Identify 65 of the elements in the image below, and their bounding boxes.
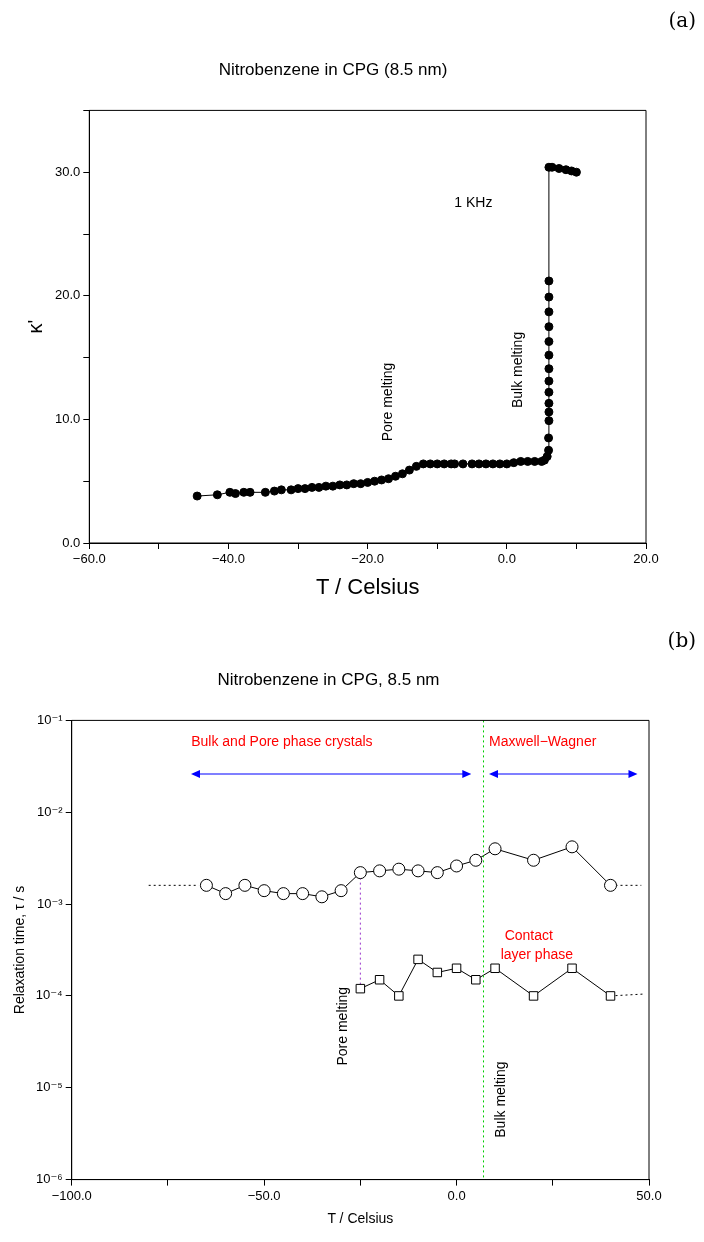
point <box>334 884 348 898</box>
point <box>604 878 618 892</box>
point <box>199 878 213 892</box>
point <box>296 887 310 901</box>
ref-line-label: Bulk melting <box>492 1061 509 1138</box>
point <box>374 975 385 985</box>
point <box>605 991 616 1001</box>
point <box>490 963 500 974</box>
point <box>450 859 464 873</box>
point <box>353 866 367 880</box>
y-tick-label: 10⁻⁵ <box>35 1079 63 1095</box>
point <box>488 842 502 856</box>
point <box>528 991 539 1001</box>
point <box>527 853 541 867</box>
y-axis-title: κ' <box>23 319 46 334</box>
point <box>430 866 444 880</box>
point <box>257 884 271 898</box>
annotation: Pore melting <box>333 986 350 1066</box>
chart-title: Nitrobenzene in CPG (8.5 nm) <box>218 59 448 79</box>
point <box>276 887 290 901</box>
annotation: Maxwell−Wagner <box>489 732 597 749</box>
y-tick-label: 30.0 <box>54 163 81 179</box>
y-tick-label: 10⁻¹ <box>37 711 64 727</box>
point <box>394 991 404 1001</box>
point <box>315 890 329 904</box>
point <box>219 887 233 901</box>
point <box>392 862 406 876</box>
annotation: Pore melting <box>379 362 396 442</box>
annotation: 1 KHz <box>454 193 493 210</box>
y-tick-label: 10.0 <box>54 410 81 426</box>
y-tick-label: 20.0 <box>54 287 81 303</box>
point <box>567 963 577 974</box>
text: (b) <box>667 628 696 653</box>
point <box>413 954 423 965</box>
x-tick-label: −60.0 <box>72 551 106 567</box>
point <box>411 864 425 878</box>
annotation: Bulk and Pore phase crystals <box>191 732 373 749</box>
x-tick-label: −100.0 <box>51 1187 92 1203</box>
point <box>451 963 462 974</box>
x-tick-label: 20.0 <box>633 551 659 567</box>
y-tick-label: 10⁻² <box>37 803 64 819</box>
x-axis-title: T / Celsius <box>315 573 420 599</box>
y-tick-label: 10⁻³ <box>37 895 64 911</box>
point <box>238 878 252 892</box>
point <box>355 983 366 994</box>
x-tick-label: −20.0 <box>351 551 385 567</box>
y-tick-label: 10⁻⁴ <box>35 987 63 1003</box>
point <box>469 853 483 867</box>
y-tick-label: 0.0 <box>62 534 81 550</box>
x-tick-label: 0.0 <box>447 1187 466 1203</box>
chart-title: Nitrobenzene in CPG, 8.5 nm <box>217 669 440 689</box>
annotation: Bulk melting <box>509 331 526 409</box>
x-tick-label: −50.0 <box>247 1187 281 1203</box>
point <box>373 864 387 878</box>
x-tick-label: −40.0 <box>212 551 245 567</box>
point <box>432 967 443 978</box>
x-tick-label: 0.0 <box>497 551 516 567</box>
y-tick-label: 10⁻⁶ <box>36 1171 63 1187</box>
x-axis-title: T / Celsius <box>327 1210 394 1227</box>
text: (a) <box>668 8 696 33</box>
x-tick-label: 50.0 <box>636 1187 662 1203</box>
y-axis-title: Relaxation time, τ / s <box>11 885 28 1015</box>
point <box>471 975 481 985</box>
annotation: Contact layer phase <box>500 926 574 962</box>
point <box>565 840 579 854</box>
